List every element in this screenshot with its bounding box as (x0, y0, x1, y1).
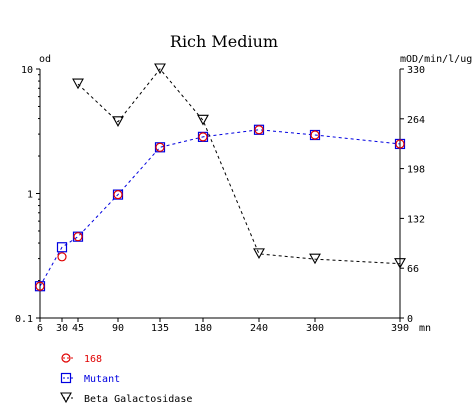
series-line (39, 129, 401, 287)
series-layer (34, 63, 406, 292)
data-point (57, 252, 67, 262)
legend-marker (60, 372, 72, 384)
legend-marker (61, 353, 71, 363)
legend-marker (60, 392, 72, 404)
y-right-tick-label: 264 (407, 115, 425, 126)
series-mutant (34, 124, 406, 292)
x-tick-label: 30 (56, 323, 68, 334)
legend-item: Mutant (60, 372, 120, 385)
y-left-tick-label: 10 (21, 65, 33, 76)
data-point (253, 248, 265, 259)
x-unit-label: mn (419, 323, 431, 334)
data-point (73, 232, 83, 242)
y-right-tick-label: 66 (407, 264, 419, 275)
legend-item: 168 (61, 353, 102, 365)
y-right-tick-label: 198 (407, 165, 425, 176)
x-tick-label: 390 (391, 323, 409, 334)
x-tick-label: 240 (250, 323, 268, 334)
data-point (197, 114, 209, 126)
data-point (395, 139, 405, 149)
data-point (155, 142, 165, 152)
data-point (56, 242, 68, 253)
data-point (72, 78, 84, 90)
data-point (309, 253, 321, 265)
x-tick-label: 6 (37, 323, 43, 334)
legend-item: Beta Galactosidase (60, 392, 192, 405)
y-right-tick-label: 132 (407, 214, 425, 225)
data-point (198, 132, 208, 142)
data-point (154, 63, 166, 75)
x-tick-label: 300 (306, 323, 324, 334)
x-tick-label: 180 (194, 323, 212, 334)
data-point (394, 258, 406, 269)
y-left-label: od (39, 54, 51, 65)
legend-label: Beta Galactosidase (84, 394, 192, 405)
legend: 168 Mutant Beta Galactosidase (60, 353, 192, 405)
data-point (113, 189, 123, 200)
series-beta-galactosidase (72, 63, 406, 269)
series-line (77, 68, 401, 265)
chart-title: Rich Medium (170, 32, 278, 51)
x-tick-label: 90 (112, 323, 124, 334)
y-left-tick-label: 1 (27, 190, 33, 201)
legend-label: 168 (84, 354, 102, 365)
data-point (112, 116, 124, 127)
data-point (254, 125, 264, 135)
y-right-label: mOD/min/l/ug (400, 54, 472, 65)
legend-label: Mutant (84, 374, 120, 385)
series-168 (35, 125, 405, 291)
y-right-tick-label: 0 (407, 314, 413, 325)
axes: 6 30 45 90 135 180 240 300 390 0.1 1 10 0 66 132 198 264… (15, 65, 425, 334)
x-tick-label: 135 (151, 323, 169, 334)
y-left-tick-label: 0.1 (15, 314, 33, 325)
data-point (310, 130, 320, 140)
y-right-tick-label: 330 (407, 65, 425, 76)
x-tick-label: 45 (72, 323, 84, 334)
data-point (35, 281, 45, 291)
